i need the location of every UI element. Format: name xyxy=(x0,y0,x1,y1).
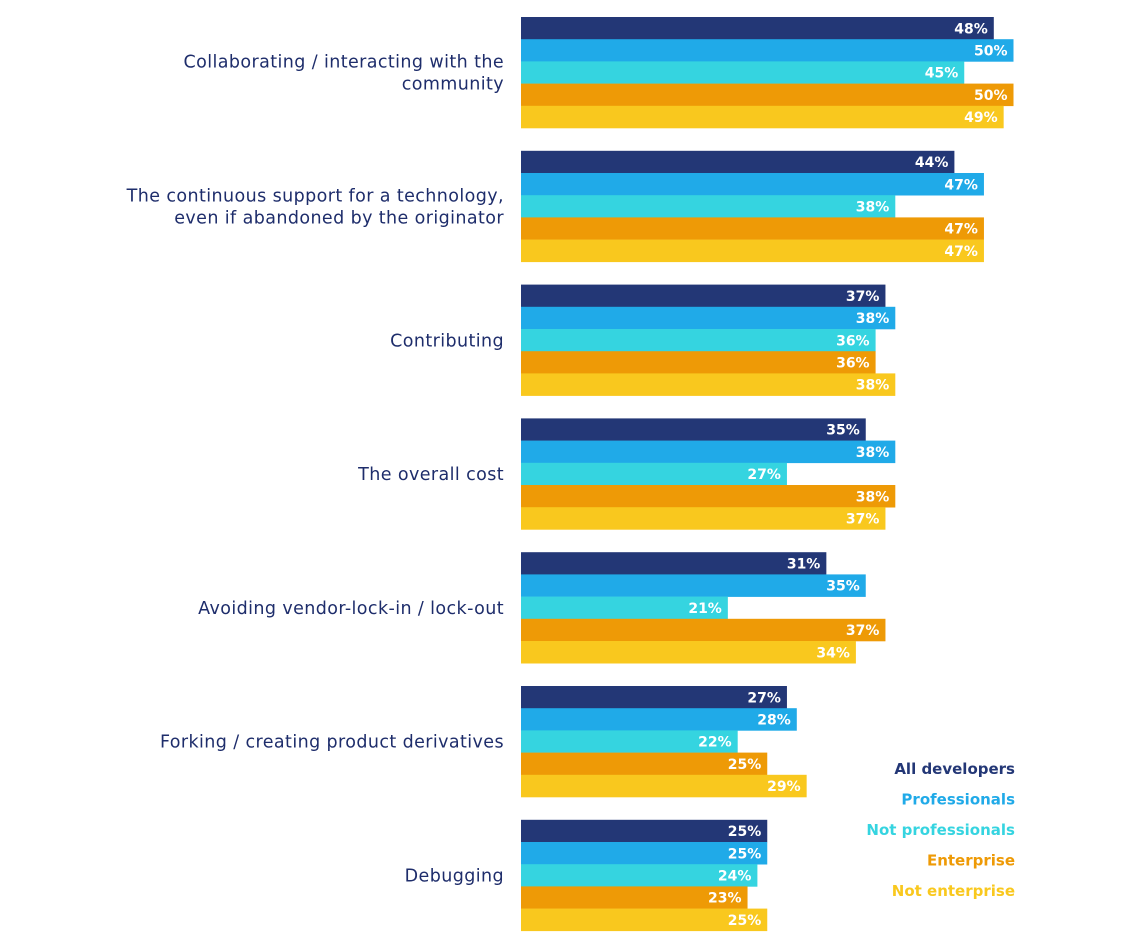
bar-not-enterprise-collaborating-interacting-with-the-community xyxy=(521,105,1004,129)
data-label-not-enterprise-debugging: 25% xyxy=(728,913,762,929)
bar-all-developers-debugging xyxy=(521,819,768,843)
category-labels: Collaborating / interacting with the comm… xyxy=(126,53,505,887)
legend-item-professionals: Professionals xyxy=(901,791,1015,809)
data-label-professionals-forking-creating-product-derivatives: 28% xyxy=(757,712,791,728)
bar-professionals-forking-creating-product-derivatives xyxy=(521,708,797,731)
bar-professionals-the-overall-cost xyxy=(521,440,896,464)
bar-professionals-collaborating-interacting-with-the-community xyxy=(521,39,1014,62)
data-label-all-developers-avoiding-vendor-lock-in-lock-out: 31% xyxy=(787,556,821,572)
data-label-professionals-avoiding-vendor-lock-in-lock-out: 35% xyxy=(826,579,860,595)
bar-all-developers-forking-creating-product-derivatives xyxy=(521,686,787,709)
data-label-not-enterprise-the-overall-cost: 37% xyxy=(846,511,880,527)
data-label-all-developers-debugging: 25% xyxy=(728,824,762,840)
category-label-avoiding-vendor-lock-in-lock-out: Avoiding vendor-lock-in / lock-out xyxy=(198,599,504,619)
category-label-the-continuous-support-for-a-technology-even-if-abandoned-by-the-originator: The continuous support for a technology,… xyxy=(126,186,505,228)
bar-all-developers-collaborating-interacting-with-the-community xyxy=(521,17,994,40)
data-label-not-enterprise-avoiding-vendor-lock-in-lock-out: 34% xyxy=(816,645,850,661)
data-label-all-developers-forking-creating-product-derivatives: 27% xyxy=(747,690,781,706)
bar-professionals-the-continuous-support-for-a-technology-even-if-abandoned-by-the-originator xyxy=(521,173,984,196)
bar-enterprise-collaborating-interacting-with-the-community xyxy=(521,83,1014,107)
bar-not-professionals-avoiding-vendor-lock-in-lock-out xyxy=(521,596,728,620)
data-label-not-professionals-collaborating-interacting-with-the-community: 45% xyxy=(925,66,959,82)
data-label-professionals-contributing: 38% xyxy=(856,311,890,327)
data-label-not-professionals-debugging: 24% xyxy=(718,868,752,884)
bar-not-enterprise-avoiding-vendor-lock-in-lock-out xyxy=(521,641,856,664)
data-label-professionals-the-overall-cost: 38% xyxy=(856,445,890,461)
data-label-not-professionals-the-continuous-support-for-a-technology-even-if-abandoned-by-the-originator: 38% xyxy=(856,199,890,215)
data-label-not-professionals-contributing: 36% xyxy=(836,333,870,349)
category-label-the-overall-cost: The overall cost xyxy=(357,465,504,485)
category-label-forking-creating-product-derivatives: Forking / creating product derivatives xyxy=(160,733,504,753)
bar-enterprise-avoiding-vendor-lock-in-lock-out xyxy=(521,618,886,642)
data-label-not-professionals-avoiding-vendor-lock-in-lock-out: 21% xyxy=(688,601,722,617)
data-label-enterprise-the-continuous-support-for-a-technology-even-if-abandoned-by-the-originator: 47% xyxy=(944,222,978,238)
bar-not-enterprise-forking-creating-product-derivatives xyxy=(521,774,807,798)
data-label-not-enterprise-contributing: 38% xyxy=(856,378,890,394)
bar-not-professionals-forking-creating-product-derivatives xyxy=(521,730,738,753)
data-label-not-enterprise-collaborating-interacting-with-the-community: 49% xyxy=(964,110,998,126)
bar-enterprise-contributing xyxy=(521,351,876,374)
data-label-enterprise-contributing: 36% xyxy=(836,355,870,371)
bar-professionals-debugging xyxy=(521,842,768,865)
data-label-enterprise-collaborating-interacting-with-the-community: 50% xyxy=(974,88,1008,104)
data-label-professionals-collaborating-interacting-with-the-community: 50% xyxy=(974,43,1008,59)
data-label-all-developers-collaborating-interacting-with-the-community: 48% xyxy=(954,21,988,37)
data-label-all-developers-the-continuous-support-for-a-technology-even-if-abandoned-by-the-originator: 44% xyxy=(915,155,949,171)
bar-professionals-contributing xyxy=(521,306,896,330)
data-label-enterprise-debugging: 23% xyxy=(708,891,742,907)
category-label-contributing: Contributing xyxy=(390,331,504,351)
legend-item-all-developers: All developers xyxy=(894,760,1015,778)
data-label-not-enterprise-the-continuous-support-for-a-technology-even-if-abandoned-by-the-originator: 47% xyxy=(944,244,978,260)
bar-not-enterprise-contributing xyxy=(521,373,896,396)
data-label-not-professionals-the-overall-cost: 27% xyxy=(747,467,781,483)
bar-not-enterprise-the-overall-cost xyxy=(521,507,886,530)
data-label-professionals-the-continuous-support-for-a-technology-even-if-abandoned-by-the-originator: 47% xyxy=(944,177,978,193)
bar-all-developers-contributing xyxy=(521,284,886,308)
bar-not-professionals-debugging xyxy=(521,864,758,887)
legend-item-enterprise: Enterprise xyxy=(927,852,1015,870)
bar-professionals-avoiding-vendor-lock-in-lock-out xyxy=(521,574,866,597)
data-label-not-professionals-forking-creating-product-derivatives: 22% xyxy=(698,735,732,751)
data-label-not-enterprise-forking-creating-product-derivatives: 29% xyxy=(767,779,801,795)
bar-enterprise-forking-creating-product-derivatives xyxy=(521,752,768,776)
bar-not-professionals-collaborating-interacting-with-the-community xyxy=(521,61,965,84)
bar-enterprise-the-overall-cost xyxy=(521,485,896,508)
bar-enterprise-the-continuous-support-for-a-technology-even-if-abandoned-by-the-originator xyxy=(521,217,984,240)
bar-not-professionals-the-overall-cost xyxy=(521,462,787,486)
legend-item-not-professionals: Not professionals xyxy=(866,821,1015,839)
bars: 48% 50% 45% 50% 49% 44% 47% 38% 47% 47% 37% 38% 36% 3… xyxy=(521,17,1014,932)
bar-all-developers-the-overall-cost xyxy=(521,418,866,441)
bar-not-enterprise-the-continuous-support-for-a-technology-even-if-abandoned-by-the-originator xyxy=(521,239,984,263)
data-label-enterprise-avoiding-vendor-lock-in-lock-out: 37% xyxy=(846,623,880,639)
bar-not-professionals-contributing xyxy=(521,329,876,352)
data-label-all-developers-contributing: 37% xyxy=(846,289,880,305)
category-label-collaborating-interacting-with-the-community: Collaborating / interacting with the comm… xyxy=(184,53,504,95)
legend-item-not-enterprise: Not enterprise xyxy=(892,882,1015,900)
data-label-enterprise-forking-creating-product-derivatives: 25% xyxy=(728,757,762,773)
bar-not-enterprise-debugging xyxy=(521,908,768,932)
legend: All developers Professionals Not professio… xyxy=(866,760,1015,900)
bar-not-professionals-the-continuous-support-for-a-technology-even-if-abandoned-by-the-originator xyxy=(521,195,896,218)
bar-enterprise-debugging xyxy=(521,886,748,909)
bar-all-developers-the-continuous-support-for-a-technology-even-if-abandoned-by-the-originator xyxy=(521,150,955,174)
data-label-enterprise-the-overall-cost: 38% xyxy=(856,489,890,505)
data-label-all-developers-the-overall-cost: 35% xyxy=(826,423,860,439)
category-label-debugging: Debugging xyxy=(405,866,504,886)
data-label-professionals-debugging: 25% xyxy=(728,846,762,862)
bar-all-developers-avoiding-vendor-lock-in-lock-out xyxy=(521,552,827,575)
